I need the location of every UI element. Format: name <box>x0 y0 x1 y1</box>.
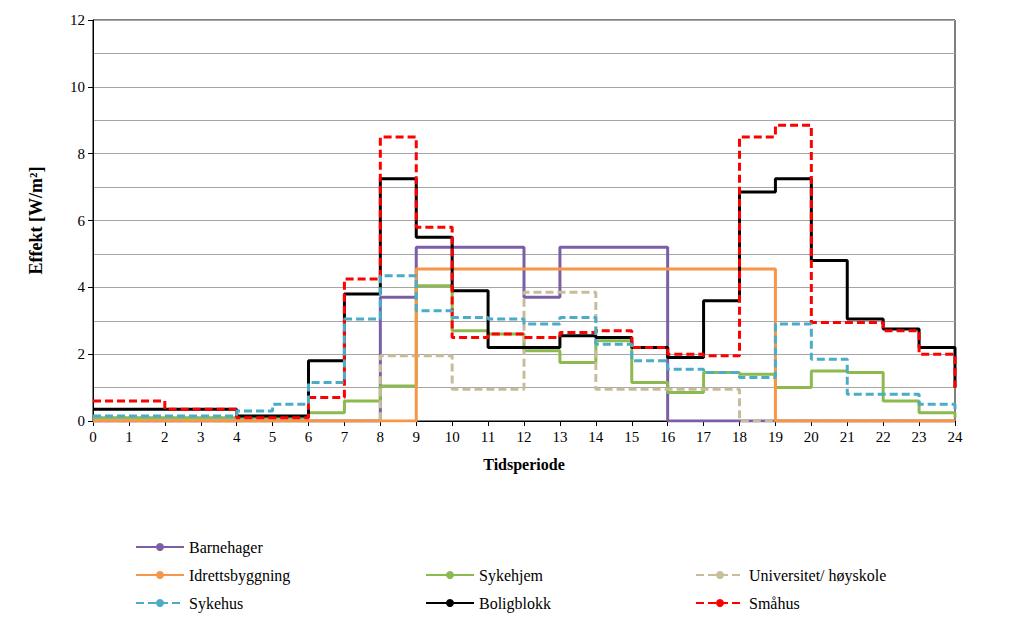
svg-text:4: 4 <box>78 279 86 295</box>
svg-text:Idrettsbyggning: Idrettsbyggning <box>189 567 290 585</box>
svg-text:19: 19 <box>768 429 783 445</box>
svg-text:2: 2 <box>78 346 86 362</box>
svg-text:Barnehager: Barnehager <box>189 539 263 557</box>
svg-text:Sykehus: Sykehus <box>189 595 243 613</box>
svg-text:12: 12 <box>517 429 532 445</box>
svg-text:23: 23 <box>912 429 927 445</box>
svg-text:16: 16 <box>660 429 676 445</box>
svg-text:Universitet/ høyskole: Universitet/ høyskole <box>749 567 886 585</box>
svg-text:Boligblokk: Boligblokk <box>479 595 551 613</box>
svg-text:0: 0 <box>89 429 97 445</box>
svg-text:7: 7 <box>341 429 349 445</box>
svg-text:8: 8 <box>377 429 385 445</box>
svg-text:22: 22 <box>876 429 891 445</box>
svg-text:1: 1 <box>125 429 133 445</box>
svg-text:Småhus: Småhus <box>749 595 800 612</box>
svg-text:13: 13 <box>552 429 567 445</box>
svg-text:2: 2 <box>161 429 169 445</box>
svg-text:18: 18 <box>732 429 747 445</box>
svg-text:11: 11 <box>481 429 495 445</box>
svg-text:Effekt [W/m²]: Effekt [W/m²] <box>26 167 46 275</box>
svg-text:3: 3 <box>197 429 205 445</box>
svg-text:4: 4 <box>233 429 241 445</box>
svg-text:20: 20 <box>804 429 819 445</box>
svg-text:10: 10 <box>445 429 460 445</box>
svg-text:8: 8 <box>78 146 86 162</box>
svg-text:9: 9 <box>413 429 421 445</box>
svg-text:Tidsperiode: Tidsperiode <box>483 456 565 474</box>
svg-text:15: 15 <box>624 429 639 445</box>
svg-text:6: 6 <box>305 429 313 445</box>
svg-text:10: 10 <box>70 79 85 95</box>
svg-text:0: 0 <box>78 413 86 429</box>
svg-text:21: 21 <box>840 429 855 445</box>
svg-text:5: 5 <box>269 429 277 445</box>
svg-text:24: 24 <box>948 429 964 445</box>
svg-text:12: 12 <box>70 12 85 28</box>
svg-text:14: 14 <box>588 429 604 445</box>
svg-text:Sykehjem: Sykehjem <box>479 567 544 585</box>
svg-text:17: 17 <box>696 429 712 445</box>
svg-text:6: 6 <box>78 213 86 229</box>
